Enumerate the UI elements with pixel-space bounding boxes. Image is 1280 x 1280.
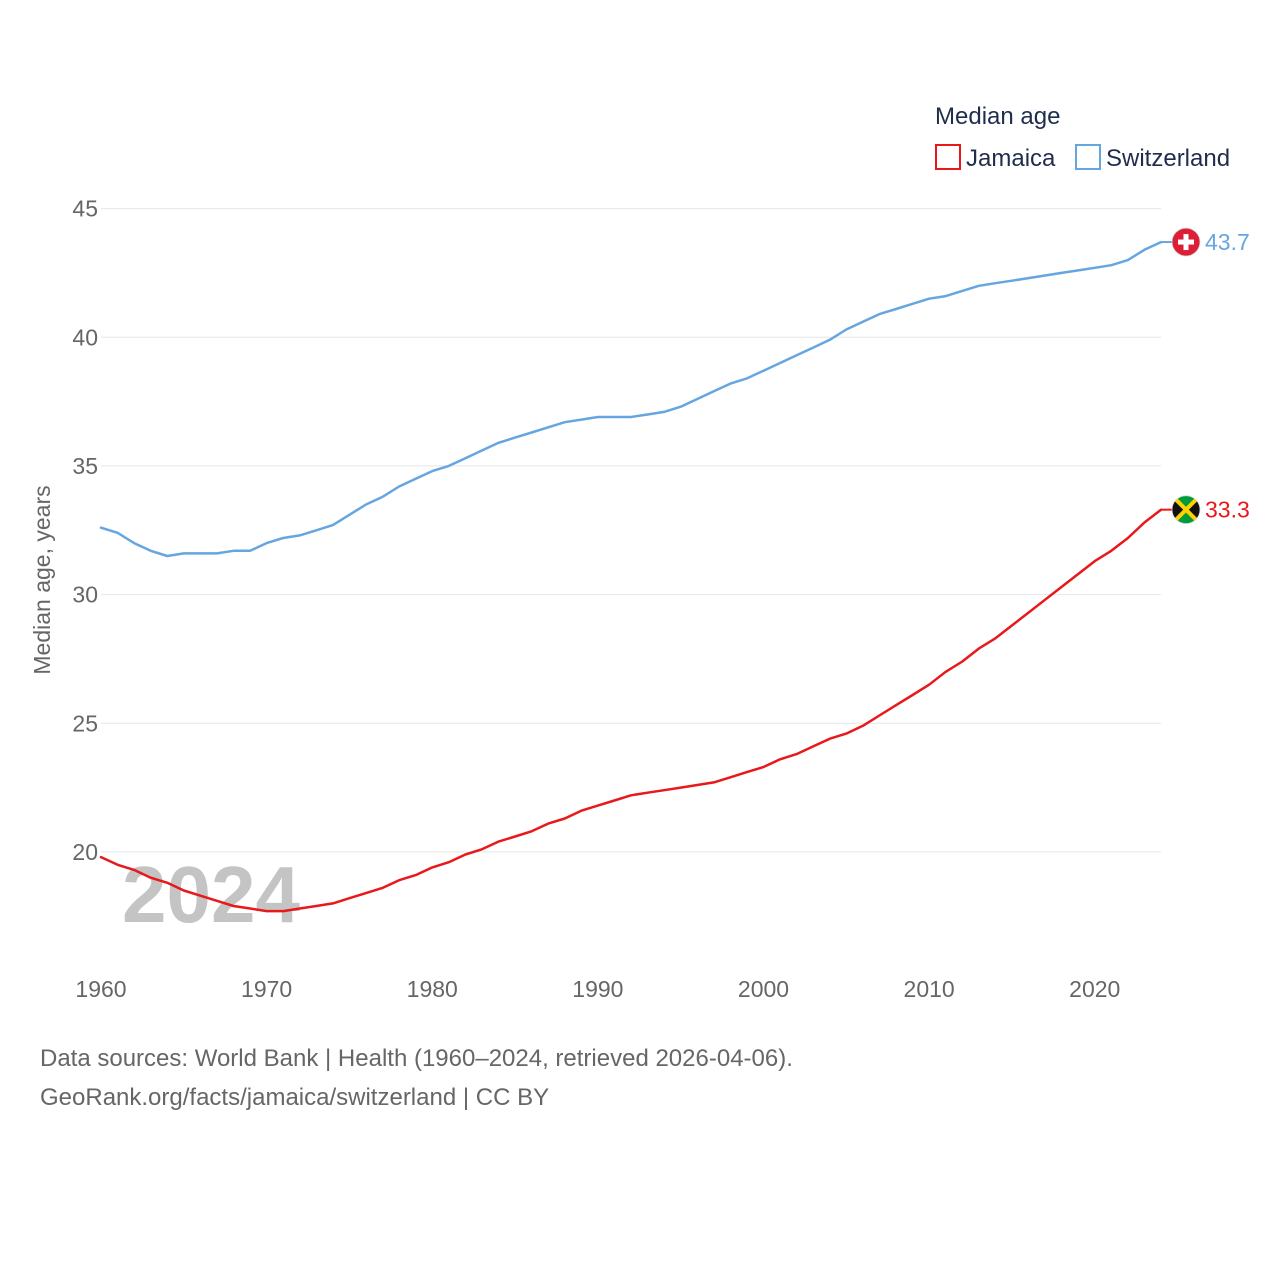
series-line-jamaica[interactable] — [99, 508, 1163, 913]
x-tick-label: 2020 — [1069, 976, 1120, 1002]
y-axis-ticks: 20 25 30 35 40 45 — [72, 196, 98, 865]
end-markers: 33.3 43.7 — [1161, 227, 1250, 525]
attribution-link[interactable]: GeoRank.org/facts/jamaica/switzerland | … — [40, 1084, 550, 1111]
legend-swatch-jamaica — [935, 144, 961, 170]
legend-item-switzerland[interactable]: Switzerland — [1075, 144, 1230, 172]
x-tick-label: 1960 — [75, 976, 126, 1002]
year-watermark: 2024 — [122, 850, 300, 939]
legend-swatch-switzerland — [1075, 144, 1101, 170]
series-line-switzerland[interactable] — [99, 240, 1163, 558]
x-tick-label: 1970 — [241, 976, 292, 1002]
gridlines — [101, 208, 1161, 853]
x-tick-label: 2000 — [738, 976, 789, 1002]
line-chart: 20 25 30 35 40 45 1960 1970 1980 1990 2000 2010 202… — [29, 103, 1250, 1002]
legend-item-jamaica[interactable]: Jamaica — [935, 144, 1056, 172]
y-tick-label: 25 — [72, 710, 98, 736]
y-tick-label: 20 — [72, 839, 98, 865]
y-tick-label: 40 — [72, 324, 98, 350]
y-tick-label: 30 — [72, 582, 98, 608]
data-source-note: Data sources: World Bank | Health (1960–… — [40, 1045, 793, 1072]
legend-title: Median age — [935, 103, 1060, 130]
series-lines — [99, 240, 1163, 913]
legend-label-jamaica: Jamaica — [966, 145, 1056, 172]
x-tick-label: 1990 — [572, 976, 623, 1002]
end-value-label-switzerland: 43.7 — [1205, 229, 1250, 255]
end-value-label-jamaica: 33.3 — [1205, 497, 1250, 523]
legend: Median age Jamaica Switzerland — [935, 103, 1230, 172]
legend-label-switzerland: Switzerland — [1106, 145, 1230, 172]
switzerland-flag-icon — [1171, 227, 1201, 257]
jamaica-flag-icon — [1171, 495, 1201, 525]
x-tick-label: 1980 — [407, 976, 458, 1002]
y-tick-label: 35 — [72, 453, 98, 479]
x-tick-label: 2010 — [904, 976, 955, 1002]
y-tick-label: 45 — [72, 196, 98, 222]
x-axis-ticks: 1960 1970 1980 1990 2000 2010 2020 — [75, 976, 1120, 1002]
y-axis-title: Median age, years — [29, 485, 55, 674]
